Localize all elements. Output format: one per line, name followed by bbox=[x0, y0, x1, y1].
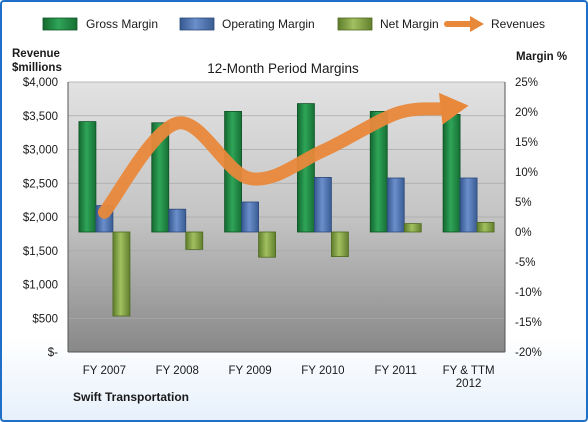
net-margin-bar bbox=[476, 221, 495, 233]
gross-margin-bar bbox=[369, 111, 388, 233]
axis-ticks: $- $500 $1,000 $1,500 $2,000 $2,500 $3,000 $3,5… bbox=[23, 77, 542, 390]
net-margin-bar bbox=[185, 231, 204, 250]
net-margin-bar bbox=[112, 231, 131, 317]
right-axis-tick-label: -5% bbox=[515, 257, 535, 269]
gross-margin-bar bbox=[151, 122, 170, 233]
legend-swatch-net-margin bbox=[337, 17, 373, 31]
right-axis-tick-label: 10% bbox=[515, 167, 538, 179]
right-axis-tick-label: 5% bbox=[515, 197, 532, 209]
gross-margin-bar bbox=[78, 121, 97, 233]
grid-lines bbox=[68, 81, 505, 353]
gross-margin-bar bbox=[442, 114, 461, 233]
right-axis-tick-label: 25% bbox=[515, 77, 538, 89]
chart-title: 12-Month Period Margins bbox=[207, 61, 359, 76]
operating-margin-bar bbox=[241, 201, 259, 233]
company-name: Swift Transportation bbox=[73, 390, 189, 404]
left-axis-tick-label: $- bbox=[48, 347, 58, 359]
legend-net-margin: Net Margin bbox=[380, 17, 439, 31]
x-axis-tick-label: FY 2009 bbox=[228, 365, 271, 377]
left-axis-tick-label: $3,000 bbox=[23, 145, 58, 157]
x-axis-tick-label: FY 2008 bbox=[156, 365, 199, 377]
left-axis-tick-label: $1,500 bbox=[23, 246, 58, 258]
net-margin-bar bbox=[403, 223, 422, 233]
legend-operating-margin: Operating Margin bbox=[222, 17, 315, 31]
right-axis-tick-label: -15% bbox=[515, 317, 542, 329]
right-axis-tick-label: 0% bbox=[515, 227, 532, 239]
left-axis-title-line-1: Revenue bbox=[12, 48, 60, 60]
operating-margin-bar bbox=[386, 177, 405, 233]
right-axis-tick-label: 20% bbox=[515, 107, 538, 119]
operating-margin-bar bbox=[459, 177, 478, 233]
left-axis-tick-label: $1,000 bbox=[23, 280, 58, 292]
x-axis-tick-label: 2012 bbox=[456, 378, 482, 390]
legend-arrowhead-revenues bbox=[470, 16, 484, 32]
legend-swatch-gross-margin bbox=[42, 17, 78, 31]
x-axis-tick-label: FY & TTM bbox=[443, 365, 495, 377]
x-axis-tick-label: FY 2007 bbox=[83, 365, 126, 377]
left-axis-tick-label: $3,500 bbox=[23, 111, 58, 123]
legend-gross-margin: Gross Margin bbox=[86, 17, 158, 31]
left-axis-title-line-2: $millions bbox=[12, 62, 62, 74]
right-axis-tick-label: -10% bbox=[515, 287, 542, 299]
right-axis-tick-label: 15% bbox=[515, 137, 538, 149]
net-margin-bar bbox=[331, 231, 349, 258]
left-axis-tick-label: $2,500 bbox=[23, 178, 58, 190]
operating-margin-bar bbox=[314, 176, 332, 233]
left-axis-tick-label: $2,000 bbox=[23, 212, 58, 224]
operating-margin-bar bbox=[168, 208, 187, 233]
x-axis-tick-label: FY 2011 bbox=[375, 365, 417, 377]
bar-series bbox=[78, 103, 495, 317]
legend: Gross Margin Operating Margin Net Margin… bbox=[42, 16, 545, 32]
left-axis-tick-label: $500 bbox=[32, 313, 58, 325]
revenue-arrowhead bbox=[438, 92, 469, 125]
revenue-line-path bbox=[97, 102, 448, 219]
right-axis-tick-label: -20% bbox=[515, 347, 542, 359]
x-axis-tick-label: FY 2010 bbox=[301, 365, 344, 377]
net-margin-bar bbox=[258, 231, 276, 258]
legend-swatch-operating-margin bbox=[179, 17, 215, 31]
right-axis-title: Margin % bbox=[516, 51, 567, 63]
revenue-line bbox=[97, 92, 469, 219]
left-axis-tick-label: $4,000 bbox=[23, 77, 58, 89]
legend-revenues: Revenues bbox=[491, 17, 545, 31]
